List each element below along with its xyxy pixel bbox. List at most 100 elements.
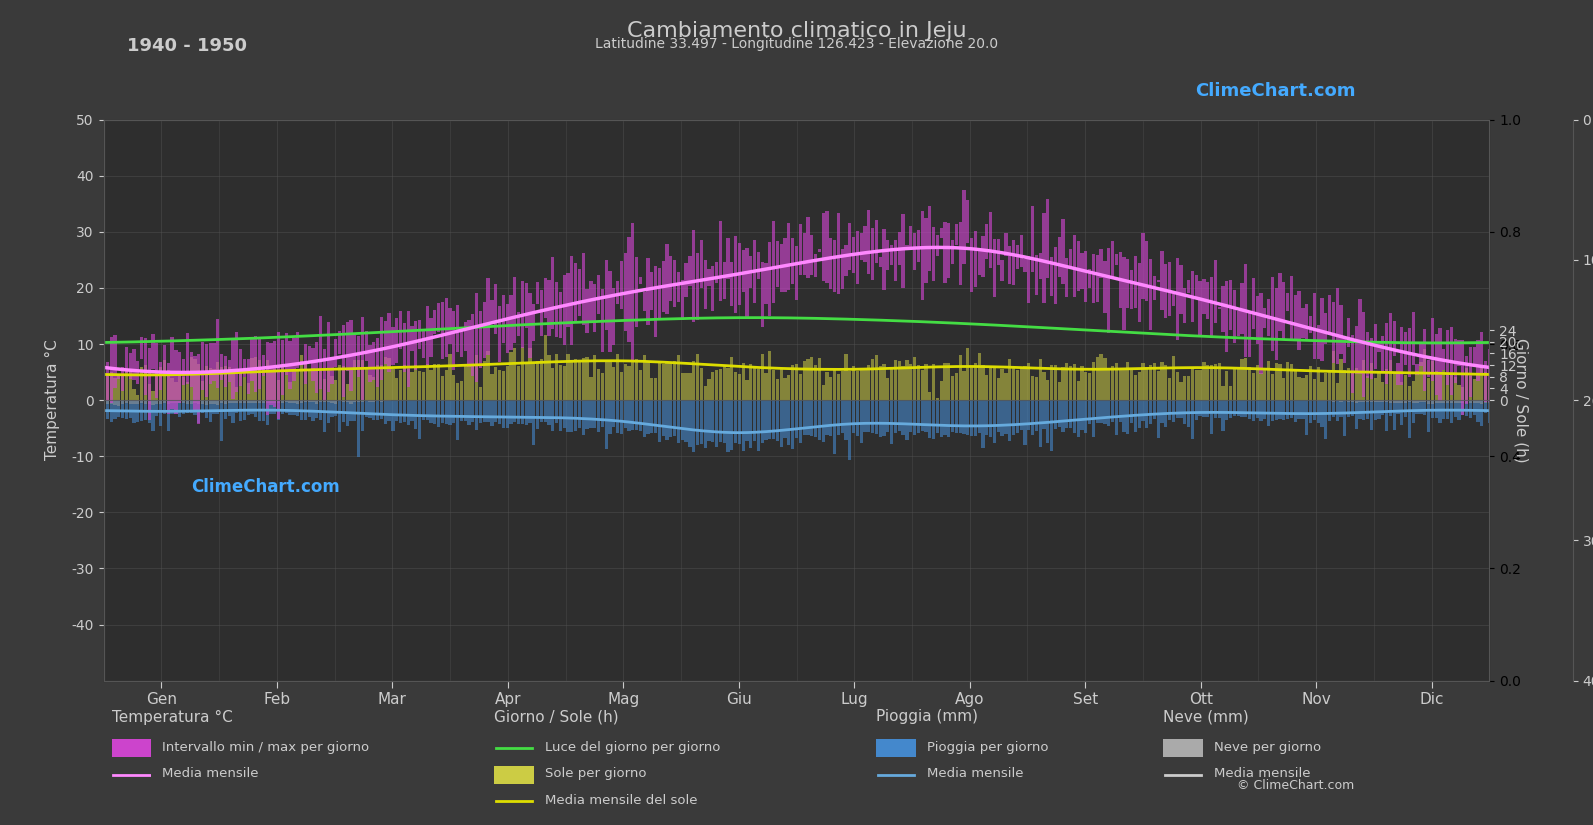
Bar <box>198 355 201 423</box>
Bar <box>723 365 726 400</box>
Bar <box>357 360 360 400</box>
Bar <box>567 273 570 328</box>
Bar <box>1329 400 1332 401</box>
Bar <box>852 365 855 400</box>
Bar <box>570 361 573 400</box>
Bar <box>860 233 863 260</box>
Bar <box>1031 400 1034 435</box>
Bar <box>1176 400 1179 418</box>
Bar <box>532 304 535 341</box>
Bar <box>277 332 280 418</box>
Bar <box>814 254 817 277</box>
Bar <box>1091 400 1094 437</box>
Bar <box>190 352 193 388</box>
Bar <box>924 218 927 283</box>
Bar <box>1260 293 1263 374</box>
Bar <box>814 400 817 436</box>
Bar <box>1176 372 1179 400</box>
Bar <box>1252 278 1255 329</box>
Bar <box>502 400 505 427</box>
Bar <box>642 400 645 437</box>
Bar <box>1416 400 1419 414</box>
Bar <box>148 384 151 400</box>
Bar <box>1115 400 1118 436</box>
Bar <box>105 376 108 400</box>
Bar <box>1263 308 1266 328</box>
Bar <box>1403 400 1407 403</box>
Bar <box>1423 400 1426 403</box>
Bar <box>392 400 395 431</box>
Bar <box>1020 235 1023 266</box>
Bar <box>623 365 626 400</box>
Bar <box>1244 400 1247 417</box>
Bar <box>304 400 307 419</box>
Bar <box>1461 340 1464 415</box>
Bar <box>1458 400 1461 403</box>
Bar <box>559 400 562 431</box>
Bar <box>472 366 475 400</box>
Bar <box>1279 273 1282 331</box>
Bar <box>1458 385 1461 400</box>
Bar <box>1042 213 1045 303</box>
Bar <box>543 400 546 422</box>
Bar <box>852 238 855 273</box>
Bar <box>1450 327 1453 395</box>
Bar <box>1354 400 1357 403</box>
Bar <box>513 277 516 342</box>
Bar <box>338 400 341 402</box>
Bar <box>327 400 330 423</box>
Bar <box>847 400 851 460</box>
Bar <box>1450 400 1453 403</box>
Bar <box>1047 400 1050 443</box>
Bar <box>433 364 436 400</box>
Bar <box>1392 374 1395 400</box>
Bar <box>1211 365 1214 400</box>
Bar <box>875 355 878 400</box>
Bar <box>1055 400 1058 429</box>
Bar <box>1187 400 1190 427</box>
Bar <box>1294 400 1297 422</box>
Bar <box>346 400 349 426</box>
Bar <box>1485 361 1488 402</box>
Text: Luce del giorno per giorno: Luce del giorno per giorno <box>545 741 720 754</box>
Bar <box>441 302 444 359</box>
Bar <box>1004 233 1007 256</box>
Bar <box>669 363 672 400</box>
Bar <box>1411 380 1415 400</box>
Text: Latitudine 33.497 - Longitudine 126.423 - Elevazione 20.0: Latitudine 33.497 - Longitudine 126.423 … <box>594 37 999 51</box>
Bar <box>806 400 809 436</box>
Bar <box>1091 254 1094 303</box>
Bar <box>315 400 319 403</box>
Bar <box>285 400 288 413</box>
Bar <box>1335 383 1338 400</box>
Bar <box>231 400 234 422</box>
Bar <box>143 400 147 421</box>
Bar <box>1129 400 1133 422</box>
Bar <box>124 400 127 403</box>
Bar <box>201 381 204 400</box>
Bar <box>636 400 639 430</box>
Bar <box>677 400 680 443</box>
Bar <box>573 400 577 431</box>
Bar <box>159 400 162 403</box>
Bar <box>554 354 558 400</box>
Bar <box>1442 400 1445 419</box>
Bar <box>855 400 859 436</box>
Bar <box>688 256 691 286</box>
Bar <box>1066 400 1069 427</box>
Bar <box>285 370 288 400</box>
Bar <box>825 211 828 284</box>
Bar <box>1222 400 1225 431</box>
Bar <box>1031 376 1034 400</box>
Bar <box>505 304 508 352</box>
Bar <box>327 323 330 392</box>
Bar <box>609 271 612 352</box>
Bar <box>242 377 245 400</box>
Bar <box>1027 400 1031 431</box>
Bar <box>1419 345 1423 366</box>
Bar <box>269 400 272 403</box>
Bar <box>1343 400 1346 436</box>
Bar <box>491 374 494 400</box>
Bar <box>765 373 768 400</box>
Bar <box>1047 199 1050 277</box>
